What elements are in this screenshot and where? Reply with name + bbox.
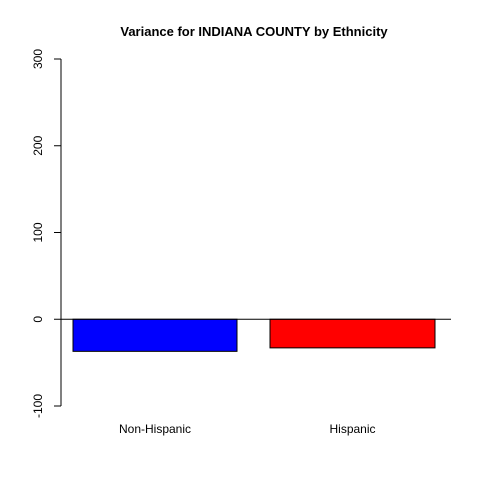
bars: [72, 318, 436, 352]
bar-hispanic: [269, 318, 436, 349]
x-category-label: Non-Hispanic: [119, 422, 191, 436]
chart-title: Variance for INDIANA COUNTY by Ethnicity: [120, 24, 388, 39]
bar-non-hispanic: [72, 318, 238, 352]
y-tick-label: 300: [31, 49, 45, 69]
category-labels: Non-Hispanic Hispanic: [119, 422, 376, 436]
y-axis-ticks: -100 0 100 200 300: [31, 49, 61, 418]
y-tick-label: -100: [31, 394, 45, 418]
y-tick-label: 200: [31, 135, 45, 155]
x-category-label: Hispanic: [329, 422, 375, 436]
y-tick-label: 100: [31, 222, 45, 242]
y-tick-label: 0: [31, 316, 45, 323]
